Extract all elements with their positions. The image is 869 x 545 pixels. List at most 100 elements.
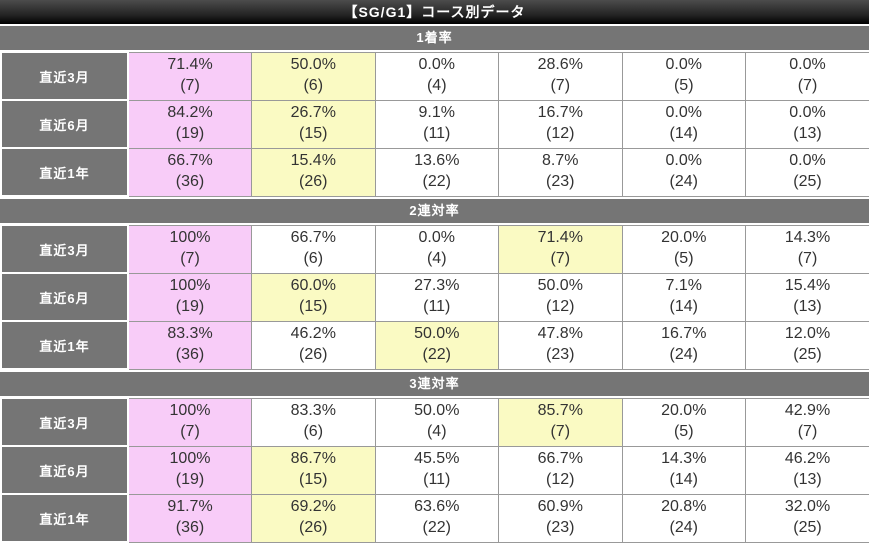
table-row: 直近1年 91.7% (36) 69.2% (26) 63.6% (22) 60… — [0, 493, 869, 543]
percentage-value: 85.7% — [537, 402, 583, 420]
stat-cell: 0.0% (13) — [745, 99, 869, 149]
data-table-body: 直近3月 100% (7) 66.7% (6) 0.0% (4) 71.4% (… — [0, 224, 869, 370]
percentage-value: 12.0% — [784, 325, 831, 343]
stat-cell: 47.8% (23) — [498, 320, 623, 370]
sample-count: (14) — [669, 125, 698, 142]
sections-container: 1着率 直近3月 71.4% (7) 50.0% (6) 0.0% (4) 28… — [0, 26, 869, 543]
sample-count: (19) — [175, 298, 205, 315]
sample-count: (14) — [669, 298, 698, 315]
data-table-body: 直近3月 71.4% (7) 50.0% (6) 0.0% (4) 28.6% … — [0, 51, 869, 197]
percentage-value: 50.0% — [537, 277, 583, 295]
sample-count: (7) — [550, 250, 571, 267]
percentage-value: 14.3% — [784, 229, 831, 247]
percentage-value: 100% — [169, 277, 211, 295]
percentage-value: 42.9% — [784, 402, 831, 420]
percentage-value: 0.0% — [789, 56, 826, 74]
section-header: 1着率 — [0, 26, 869, 50]
percentage-value: 86.7% — [290, 450, 336, 468]
rate-section: 2連対率 直近3月 100% (7) 66.7% (6) 0.0% (4) 71… — [0, 199, 869, 370]
sample-count: (25) — [793, 173, 822, 190]
table-row: 直近1年 66.7% (36) 15.4% (26) 13.6% (22) 8.… — [0, 147, 869, 197]
stat-cell: 100% (7) — [127, 397, 252, 447]
row-period-label: 直近1年 — [0, 320, 129, 370]
stat-cell: 86.7% (15) — [251, 445, 376, 495]
stat-cell: 16.7% (12) — [498, 99, 623, 149]
stat-cell: 20.0% (5) — [621, 397, 746, 447]
table-row: 直近1年 83.3% (36) 46.2% (26) 50.0% (22) 47… — [0, 320, 869, 370]
sample-count: (19) — [175, 471, 205, 488]
percentage-value: 66.7% — [167, 152, 213, 170]
stat-cell: 63.6% (22) — [374, 493, 499, 543]
percentage-value: 16.7% — [537, 104, 583, 122]
percentage-value: 69.2% — [290, 498, 336, 516]
sample-count: (12) — [546, 298, 575, 315]
percentage-value: 50.0% — [414, 402, 460, 420]
sample-count: (25) — [793, 346, 822, 363]
sample-count: (13) — [793, 125, 822, 142]
stat-cell: 20.0% (5) — [621, 224, 746, 274]
stat-cell: 50.0% (4) — [374, 397, 499, 447]
table-row: 直近3月 100% (7) 83.3% (6) 50.0% (4) 85.7% … — [0, 397, 869, 447]
sample-count: (24) — [669, 173, 698, 190]
stat-cell: 0.0% (4) — [374, 51, 499, 101]
sample-count: (22) — [422, 519, 451, 536]
table-row: 直近6月 100% (19) 60.0% (15) 27.3% (11) 50.… — [0, 272, 869, 322]
stat-cell: 42.9% (7) — [745, 397, 869, 447]
panel-title: 【SG/G1】コース別データ — [0, 0, 869, 24]
stat-cell: 20.8% (24) — [621, 493, 746, 543]
sample-count: (7) — [550, 423, 571, 440]
sample-count: (23) — [546, 346, 575, 363]
sample-count: (14) — [669, 471, 698, 488]
percentage-value: 91.7% — [167, 498, 213, 516]
sample-count: (12) — [546, 125, 575, 142]
stat-cell: 85.7% (7) — [498, 397, 623, 447]
stat-cell: 66.7% (12) — [498, 445, 623, 495]
row-period-label: 直近6月 — [0, 272, 129, 322]
percentage-value: 50.0% — [290, 56, 336, 74]
sample-count: (24) — [669, 519, 698, 536]
stat-cell: 50.0% (6) — [251, 51, 376, 101]
percentage-value: 60.9% — [537, 498, 583, 516]
percentage-value: 50.0% — [414, 325, 460, 343]
stat-cell: 69.2% (26) — [251, 493, 376, 543]
percentage-value: 15.4% — [290, 152, 336, 170]
percentage-value: 83.3% — [167, 325, 213, 343]
stat-cell: 0.0% (5) — [621, 51, 746, 101]
sample-count: (23) — [546, 519, 575, 536]
sample-count: (24) — [669, 346, 698, 363]
percentage-value: 0.0% — [665, 56, 702, 74]
section-header: 2連対率 — [0, 199, 869, 223]
sample-count: (4) — [426, 77, 447, 94]
stat-cell: 60.9% (23) — [498, 493, 623, 543]
sample-count: (5) — [673, 77, 694, 94]
stat-cell: 100% (19) — [127, 445, 252, 495]
sample-count: (15) — [299, 125, 328, 142]
percentage-value: 71.4% — [167, 56, 213, 74]
percentage-value: 20.0% — [661, 229, 707, 247]
stat-cell: 71.4% (7) — [498, 224, 623, 274]
stat-cell: 12.0% (25) — [745, 320, 869, 370]
percentage-value: 20.8% — [661, 498, 707, 516]
percentage-value: 71.4% — [537, 229, 583, 247]
sample-count: (22) — [422, 173, 451, 190]
stat-cell: 0.0% (7) — [745, 51, 869, 101]
sample-count: (26) — [299, 173, 328, 190]
percentage-value: 83.3% — [290, 402, 336, 420]
sample-count: (36) — [175, 519, 205, 536]
table-row: 直近6月 100% (19) 86.7% (15) 45.5% (11) 66.… — [0, 445, 869, 495]
sample-count: (7) — [797, 423, 818, 440]
percentage-value: 46.2% — [290, 325, 336, 343]
stat-cell: 16.7% (24) — [621, 320, 746, 370]
percentage-value: 28.6% — [537, 56, 583, 74]
stat-cell: 0.0% (4) — [374, 224, 499, 274]
sample-count: (6) — [303, 423, 324, 440]
percentage-value: 100% — [169, 229, 211, 247]
table-row: 直近3月 71.4% (7) 50.0% (6) 0.0% (4) 28.6% … — [0, 51, 869, 101]
data-table: 直近3月 100% (7) 83.3% (6) 50.0% (4) 85.7% … — [0, 397, 869, 543]
stat-cell: 14.3% (7) — [745, 224, 869, 274]
stat-cell: 66.7% (6) — [251, 224, 376, 274]
percentage-value: 84.2% — [167, 104, 213, 122]
row-period-label: 直近1年 — [0, 147, 129, 197]
row-period-label: 直近3月 — [0, 51, 129, 101]
data-table: 直近3月 71.4% (7) 50.0% (6) 0.0% (4) 28.6% … — [0, 51, 869, 197]
